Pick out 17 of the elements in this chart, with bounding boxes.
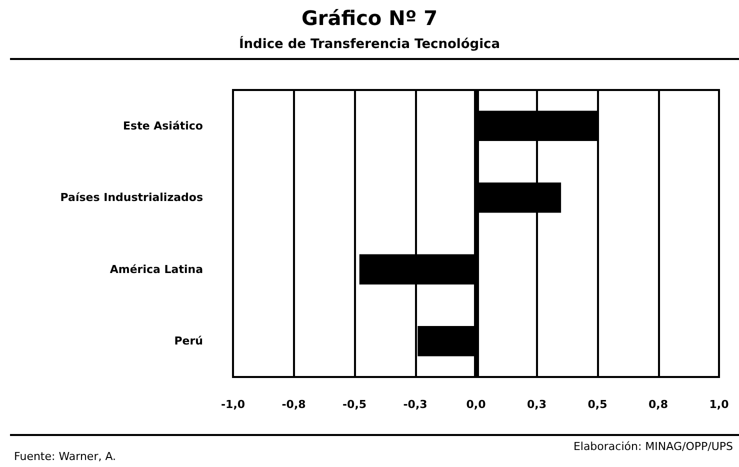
chart-subtitle: Índice de Transferencia Tecnológica <box>238 37 502 52</box>
x-tick-label: -1,0 <box>220 398 246 411</box>
x-tick-label: -0,3 <box>403 398 428 411</box>
y-tick-label: Perú <box>174 334 203 348</box>
x-tick-label: 1,0 <box>709 398 730 411</box>
x-tick-label: 0,0 <box>466 398 486 411</box>
text: Elaboración: MINAG/OPP/UPS <box>573 440 733 453</box>
source-note: Fuente: Warner, A. <box>14 450 116 463</box>
x-tick-label: 0,5 <box>588 398 608 411</box>
y-tick-label: Países Industrializados <box>60 191 204 204</box>
chart-title: Gráfico Nº 7 <box>300 6 439 30</box>
y-tick-label: América Latina <box>110 262 203 276</box>
x-tick-label: -0,5 <box>342 398 367 411</box>
x-tick-label: -0,8 <box>282 398 306 411</box>
y-tick-label: Este Asiático <box>123 119 204 132</box>
x-tick-label: 0,3 <box>527 398 546 411</box>
x-tick-label: 0,8 <box>648 398 668 411</box>
